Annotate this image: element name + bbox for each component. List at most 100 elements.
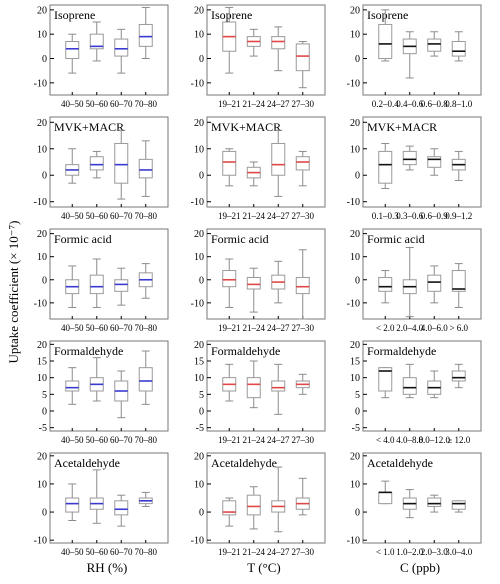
- box-iqr: [271, 36, 286, 50]
- box-2: [246, 161, 261, 187]
- y-tick-label: 20: [350, 229, 360, 240]
- y-tick-label: 20: [350, 340, 360, 351]
- box-iqr: [114, 142, 129, 184]
- box-2: [246, 360, 261, 409]
- x-tick-label: 21–24: [243, 211, 266, 221]
- panel-mvk-macr-tc: MVK+MACR -10 0 10 20 19–21 21–24 24–27 27–30: [191, 116, 326, 221]
- box-3: [114, 494, 129, 527]
- x-tick-label: < 1.0: [376, 547, 395, 557]
- panel-isoprene-cppb: Isoprene -10 0 10 20 0.2–0.40.4–0.60.6–0.80.8…: [347, 4, 482, 109]
- box-iqr: [427, 156, 442, 168]
- x-tick-label: < 2.0: [376, 323, 395, 333]
- box-4: [451, 263, 466, 308]
- x-tick-label: 0.9–1.2: [445, 211, 472, 221]
- panel-title: Isoprene: [367, 8, 408, 22]
- y-tick-label: -10: [34, 197, 47, 208]
- y-tick-label: 5: [42, 390, 47, 401]
- x-axis-label-rh: RH (%): [87, 560, 128, 575]
- panel-formic-acid-cppb: Formic acid -10 0 10 20 < 2.0 2.0–4.04.0–6.0 > …: [347, 228, 482, 333]
- x-tick-label: 24–27: [267, 547, 290, 557]
- box-3: [114, 28, 129, 74]
- box-iqr: [295, 156, 310, 171]
- panel-title: Acetaldehyde: [54, 456, 120, 470]
- box-iqr: [114, 500, 129, 516]
- y-tick-label: -5: [39, 423, 47, 434]
- x-tick-label: 50–60: [86, 547, 109, 557]
- box-iqr: [138, 23, 153, 47]
- y-tick-label: 20: [350, 451, 360, 462]
- box-2: [89, 469, 104, 524]
- box-1: [378, 9, 393, 62]
- panel-isoprene-rh: Isoprene -10 0 10 20 40–50 50–60 60–70 70–80: [34, 4, 169, 109]
- x-tick-label: 19–21: [218, 547, 241, 557]
- y-tick-label: 20: [194, 118, 204, 129]
- y-tick-label: 20: [350, 5, 360, 16]
- panel-formic-acid-tc: Formic acid -10 0 10 20 19–21 21–24 24–27 27–30: [191, 228, 326, 333]
- x-tick-label: 4.0–8.0: [396, 435, 424, 445]
- y-tick-label: 0: [199, 54, 204, 65]
- y-tick-label: 10: [194, 479, 204, 490]
- x-tick-label: ≥ 12.0: [447, 435, 470, 445]
- box-3: [271, 363, 286, 415]
- x-tick-label: 27–30: [292, 323, 315, 333]
- panel-acetaldehyde-rh: Acetaldehyde -10 0 10 20 40–50 50–60 60–70 70–80: [34, 451, 169, 557]
- x-tick-label: 21–24: [243, 323, 266, 333]
- y-tick-label: 20: [37, 340, 47, 351]
- box-1: [222, 363, 237, 402]
- x-tick-label: 0.3–0.6: [396, 211, 424, 221]
- box-iqr: [427, 274, 442, 292]
- y-tick-label: 10: [194, 373, 204, 384]
- box-2: [89, 21, 104, 62]
- x-axis-label-temperature: T (°C): [247, 560, 280, 575]
- box-3: [271, 260, 286, 304]
- box-4: [451, 31, 466, 62]
- x-tick-label: 19–21: [218, 99, 241, 109]
- panel-frame: [49, 116, 169, 208]
- y-tick-label: -10: [34, 298, 47, 309]
- box-iqr: [378, 276, 393, 292]
- box-iqr: [271, 380, 286, 392]
- y-tick-label: -10: [347, 78, 360, 89]
- x-tick-label: 27–30: [292, 547, 315, 557]
- x-tick-label: 40–50: [61, 547, 84, 557]
- box-iqr: [378, 150, 393, 184]
- x-tick-label: 50–60: [86, 435, 109, 445]
- y-tick-label: -10: [191, 78, 204, 89]
- x-tick-label: 50–60: [86, 99, 109, 109]
- box-iqr: [114, 38, 129, 57]
- box-4: [138, 350, 153, 405]
- x-tick-label: < 4.0: [376, 435, 395, 445]
- panel-formaldehyde-tc: Formaldehyde -5 0 5 10 15 20 19–21 21–24 24–27 27–…: [194, 340, 326, 445]
- box-3: [427, 265, 442, 304]
- panel-title: MVK+MACR: [54, 120, 124, 134]
- box-1: [378, 142, 393, 189]
- y-tick-label: 10: [350, 252, 360, 263]
- box-3: [271, 129, 286, 197]
- y-tick-label: 0: [42, 508, 47, 519]
- panel-frame: [206, 340, 326, 432]
- panel-frame: [206, 228, 326, 320]
- box-1: [378, 480, 393, 505]
- box-iqr: [65, 380, 80, 392]
- y-tick-label: 10: [350, 144, 360, 155]
- box-2: [402, 145, 417, 171]
- box-iqr: [451, 270, 466, 292]
- x-tick-label: 70–80: [135, 211, 158, 221]
- y-tick-label: -10: [34, 536, 47, 547]
- y-tick-label: -5: [352, 423, 360, 434]
- x-tick-label: 0.4–0.6: [396, 99, 424, 109]
- y-tick-label: 0: [42, 275, 47, 286]
- panel-acetaldehyde-cppb: Acetaldehyde -10 0 10 20 < 1.0 1.0–2.02.0–3.03…: [347, 451, 482, 557]
- panel-frame: [206, 452, 326, 544]
- x-tick-label: 70–80: [135, 323, 158, 333]
- x-tick-label: 70–80: [135, 547, 158, 557]
- y-tick-label: -10: [191, 536, 204, 547]
- y-tick-label: 20: [37, 118, 47, 129]
- y-tick-label: 20: [194, 229, 204, 240]
- y-tick-label: 10: [350, 30, 360, 41]
- panel-title: Formic acid: [211, 232, 269, 246]
- box-iqr: [114, 279, 129, 292]
- y-tick-label: -10: [191, 298, 204, 309]
- box-4: [138, 263, 153, 299]
